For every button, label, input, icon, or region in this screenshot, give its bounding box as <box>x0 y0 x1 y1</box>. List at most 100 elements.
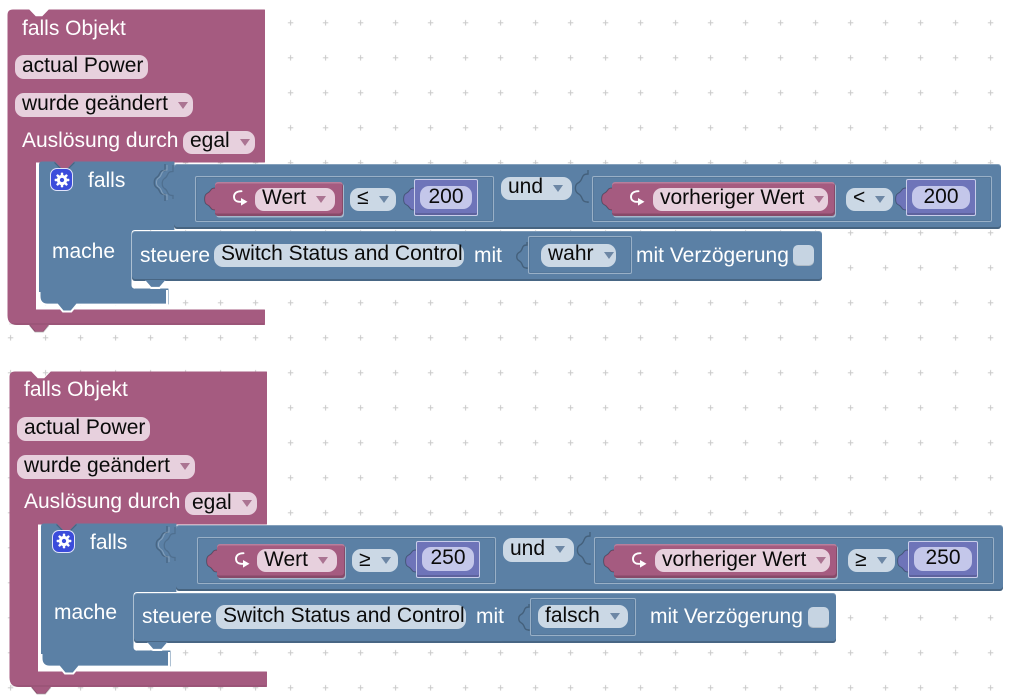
dropdown-arrow-icon <box>179 463 190 470</box>
trigger-title: falls Objekt <box>22 16 126 40</box>
boolean-dropdown-text: falsch <box>545 603 600 627</box>
delay-label: mit Verzögerung <box>636 243 789 267</box>
number-field[interactable]: 200 <box>912 184 970 210</box>
control-object-field[interactable]: Switch Status and Control <box>216 603 466 629</box>
value-arrow-icon <box>235 551 250 568</box>
logic-operator-dropdown[interactable]: und <box>503 536 574 562</box>
do-label: mache <box>54 601 118 624</box>
object-id-text: actual Power <box>22 54 144 77</box>
value-connection-seam <box>155 525 176 563</box>
do-label: mache <box>52 239 116 263</box>
if-label: falls <box>90 530 128 554</box>
value-connection-seam <box>516 242 528 269</box>
trigger-title: falls Objekt <box>24 378 128 401</box>
value-connection-seam <box>518 603 530 631</box>
boolean-shadow-outline <box>528 236 632 274</box>
number-field[interactable]: 200 <box>420 184 472 210</box>
control-label: steuere <box>142 605 213 628</box>
output-tab <box>603 548 615 573</box>
dropdown-arrow-icon <box>553 184 564 192</box>
dropdown-arrow-icon <box>380 557 391 564</box>
value-connection-seam <box>574 170 589 203</box>
next-connection-bump <box>146 641 169 651</box>
dropdown-arrow-icon <box>609 613 620 620</box>
output-tab <box>204 187 216 211</box>
delay-checkbox[interactable] <box>793 245 814 266</box>
event-dropdown-text: wurde geändert <box>22 92 168 115</box>
mutator-gear-button[interactable] <box>52 529 75 553</box>
value-source-dropdown[interactable]: Wert <box>255 186 335 211</box>
trigger-block-shape <box>7 9 265 333</box>
trigger-block-stack-1[interactable]: falls Objekt actual Power wurde geändert… <box>0 0 1010 348</box>
dropdown-arrow-icon <box>555 546 566 554</box>
compare-operator-dropdown[interactable]: ≥ <box>352 547 398 572</box>
compare-operator-text: ≥ <box>359 547 371 571</box>
value-source-dropdown-text: Wert <box>262 186 306 209</box>
boolean-dropdown[interactable]: wahr <box>541 242 616 267</box>
value-source-dropdown[interactable]: Wert <box>257 548 337 572</box>
trigger-by-dropdown[interactable]: egal <box>183 129 255 154</box>
value-source-dropdown[interactable]: vorheriger Wert <box>653 186 828 211</box>
next-connection-bump <box>144 280 167 289</box>
value-source-dropdown-text: vorheriger Wert <box>660 186 805 209</box>
trigger-by-dropdown[interactable]: egal <box>185 490 257 515</box>
event-dropdown-text: wurde geändert <box>24 453 170 477</box>
value-connection-seam <box>576 531 591 565</box>
delay-label: mit Verzögerung <box>650 605 803 628</box>
control-object-field[interactable]: Switch Status and Control <box>214 242 464 267</box>
object-id-field[interactable]: actual Power <box>17 416 150 441</box>
output-tab <box>897 548 909 573</box>
dropdown-arrow-icon <box>876 557 887 564</box>
number-field-text: 250 <box>925 546 961 569</box>
dropdown-arrow-icon <box>241 500 252 507</box>
output-tab <box>206 548 218 573</box>
number-field-text: 200 <box>428 184 464 208</box>
compare-operator-dropdown[interactable]: ≥ <box>848 547 895 572</box>
trigger-block-stack-2[interactable]: falls Objekt actual Power wurde geändert… <box>2 362 1010 696</box>
number-field[interactable]: 250 <box>914 546 972 571</box>
with-label: mit <box>476 605 504 628</box>
mutator-gear-button[interactable] <box>50 168 73 191</box>
if-label: falls <box>88 169 126 192</box>
logic-operator-text: und <box>508 175 544 199</box>
trigger-by-label: Auslösung durch <box>24 490 181 513</box>
compare-operator-text: ≤ <box>357 186 369 209</box>
dropdown-arrow-icon <box>378 195 389 203</box>
value-arrow-icon <box>233 190 248 206</box>
trigger-block-shape <box>9 371 267 695</box>
compare-operator-dropdown[interactable]: < <box>846 186 893 211</box>
dropdown-arrow-icon <box>177 101 188 109</box>
compare-operator-dropdown[interactable]: ≤ <box>350 186 396 211</box>
compare-operator-text: < <box>853 186 866 209</box>
delay-checkbox[interactable] <box>808 606 829 628</box>
dropdown-arrow-icon <box>315 195 326 203</box>
inline-input-outline <box>592 175 992 222</box>
gear-icon <box>54 172 69 187</box>
dropdown-arrow-icon <box>875 195 886 203</box>
control-object-text: Switch Status and Control <box>221 242 463 266</box>
boolean-shadow-outline <box>530 597 636 636</box>
dropdown-arrow-icon <box>816 557 827 564</box>
number-field[interactable]: 250 <box>422 546 474 571</box>
trigger-by-dropdown-text: egal <box>192 490 232 514</box>
with-label: mit <box>474 243 502 267</box>
number-field-text: 200 <box>923 184 959 208</box>
dropdown-arrow-icon <box>603 251 614 259</box>
inline-input-outline <box>196 537 496 584</box>
number-field-text: 250 <box>430 546 466 569</box>
logic-operator-dropdown[interactable]: und <box>501 175 572 200</box>
trigger-by-dropdown-text: egal <box>190 129 230 152</box>
compare-operator-text: ≥ <box>855 547 867 571</box>
boolean-dropdown[interactable]: falsch <box>538 603 628 628</box>
dropdown-arrow-icon <box>317 557 328 564</box>
event-dropdown[interactable]: wurde geändert <box>17 453 195 479</box>
object-id-field[interactable]: actual Power <box>15 54 148 79</box>
output-tab <box>601 187 613 211</box>
event-dropdown[interactable]: wurde geändert <box>15 92 193 117</box>
value-source-dropdown[interactable]: vorheriger Wert <box>655 548 830 572</box>
control-object-text: Switch Status and Control <box>223 603 465 627</box>
inline-input-outline <box>594 537 994 584</box>
gear-icon <box>56 533 71 549</box>
logic-operator-text: und <box>510 536 546 560</box>
